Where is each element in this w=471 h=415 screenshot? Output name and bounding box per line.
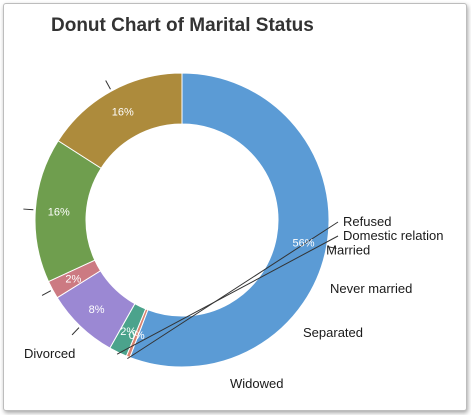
slice-label-refused: Refused	[343, 214, 391, 229]
pct-label-separated: 2%	[65, 274, 81, 286]
slice-label-widowed: Widowed	[230, 376, 283, 391]
slice-label-never-married: Never married	[330, 281, 412, 296]
chart-title: Donut Chart of Marital Status	[51, 15, 314, 36]
leader-line-separated	[41, 290, 52, 296]
leader-line-divorced	[105, 80, 111, 90]
slice-label-divorced: Divorced	[24, 346, 75, 361]
slice-label-domestic-relation: Domestic relation	[343, 228, 443, 243]
pct-label-widowed: 16%	[48, 207, 70, 219]
pct-label-refused: 0%	[129, 330, 145, 342]
slice-divorced	[57, 72, 183, 169]
leader-line-refused	[127, 221, 339, 360]
pct-label-domestic-relation: 2%	[120, 326, 136, 338]
slice-label-married: Married	[326, 243, 370, 258]
pct-label-divorced: 16%	[112, 107, 134, 119]
leader-line-never-married	[71, 327, 80, 336]
pct-label-never-married: 8%	[89, 304, 105, 316]
slice-married	[129, 72, 330, 368]
slice-label-separated: Separated	[303, 325, 363, 340]
leader-line-domestic-relation	[116, 235, 339, 355]
leader-line-widowed	[23, 208, 34, 211]
leader-line-married	[328, 246, 337, 249]
pct-label-married: 56%	[292, 237, 314, 249]
